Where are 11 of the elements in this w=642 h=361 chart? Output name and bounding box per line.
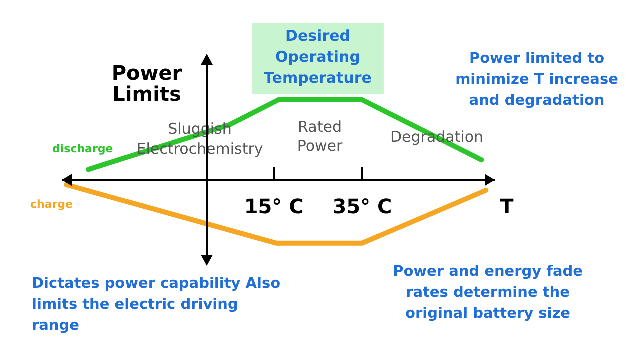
text: Power and energy fade rates determine the original battery size	[393, 264, 584, 322]
text: Desired Operating Temperature	[264, 26, 372, 87]
x-tick-label: 15° C	[244, 194, 304, 218]
x-axis-title: T	[500, 194, 514, 218]
x-tick-label: 35° C	[332, 194, 392, 218]
series-label: discharge	[52, 142, 114, 156]
series-label: charge	[30, 198, 73, 211]
y-axis-title: Power Limits	[112, 61, 182, 106]
annotation: Rated Power	[297, 118, 344, 155]
annotation: Power limited to minimize T increase and degradation	[456, 50, 619, 109]
text: Dictates power capability Also limits the electric driving range	[32, 276, 281, 334]
